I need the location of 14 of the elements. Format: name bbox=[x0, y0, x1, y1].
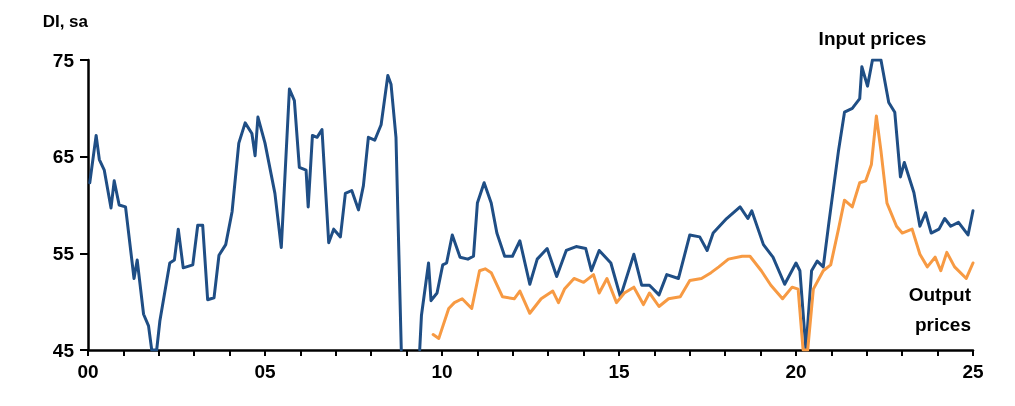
x-tick-label: 20 bbox=[785, 361, 807, 382]
x-tick-label: 00 bbox=[77, 361, 99, 382]
y-axis-title: DI, sa bbox=[42, 12, 89, 31]
x-tick-label: 15 bbox=[608, 361, 630, 382]
y-tick-label: 65 bbox=[52, 146, 75, 168]
y-tick-label: 55 bbox=[52, 242, 75, 264]
y-tick-label: 45 bbox=[52, 339, 75, 361]
x-tick-label: 25 bbox=[962, 361, 984, 382]
x-tick-label: 05 bbox=[254, 361, 276, 382]
series-label: Input prices bbox=[818, 28, 927, 49]
x-tick-label: 10 bbox=[431, 361, 453, 382]
series-label: Output prices bbox=[908, 283, 972, 335]
line-series bbox=[431, 114, 975, 352]
y-tick-label: 75 bbox=[52, 49, 75, 71]
